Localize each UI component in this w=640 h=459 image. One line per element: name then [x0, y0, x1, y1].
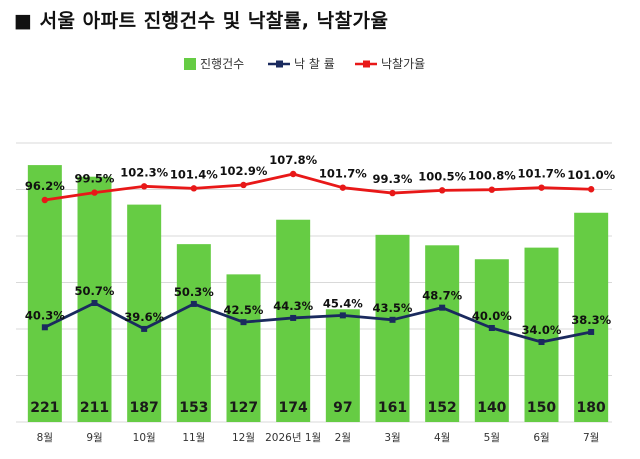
bar-value-label: 97 [333, 400, 352, 416]
bar [524, 247, 559, 422]
gridlines [16, 142, 612, 423]
bar-value-label: 150 [527, 400, 556, 416]
rate-point [439, 304, 446, 311]
rate-point [240, 319, 247, 326]
rate-point [91, 300, 98, 306]
price-point [240, 181, 247, 189]
price-value-label: 100.5% [418, 169, 466, 183]
category-label: 11월 [182, 432, 205, 444]
bar-value-label: 187 [130, 400, 159, 416]
price-point [438, 187, 446, 194]
rate-point [41, 324, 48, 331]
price-value-label: 100.8% [468, 169, 516, 183]
chart-title: ■ 서울 아파트 진행건수 및 낙찰률, 낙찰가율 [14, 10, 389, 32]
rate-line [44, 301, 592, 344]
price-value-label: 99.5% [75, 172, 115, 186]
bar [375, 234, 410, 422]
legend-swatch-bar [184, 58, 196, 70]
price-value-label: 101.4% [170, 167, 218, 181]
bar-value-label: 127 [229, 400, 258, 416]
rate-point [141, 325, 148, 332]
category-label: 5월 [484, 432, 500, 444]
price-point [91, 189, 98, 196]
rate-value-label: 50.7% [75, 284, 115, 298]
rate-point [588, 328, 595, 335]
rate-value-label: 42.5% [224, 303, 264, 317]
bar-value-label: 211 [80, 400, 109, 416]
bar-value-label: 180 [577, 400, 606, 416]
price-value-label: 96.2% [25, 179, 65, 193]
rate-value-label: 38.3% [571, 313, 611, 327]
rate-value-label: 43.5% [373, 301, 413, 315]
price-point [190, 185, 198, 192]
price-value-label: 99.3% [373, 172, 413, 186]
category-label: 7월 [583, 432, 599, 444]
rate-point [339, 312, 346, 319]
bar-value-label: 221 [30, 400, 59, 416]
price-point [339, 184, 347, 191]
category-label: 10월 [133, 432, 156, 444]
rate-point [538, 339, 545, 345]
category-label: 3월 [384, 432, 400, 444]
bar-value-label: 140 [477, 400, 506, 416]
bar-value-label: 174 [279, 400, 308, 416]
bar [425, 245, 460, 422]
bar-value-label: 152 [428, 400, 457, 416]
bar [574, 212, 609, 422]
bar [127, 204, 162, 422]
category-label: 9월 [86, 432, 102, 444]
price-value-label: 102.3% [120, 165, 168, 179]
rate-value-label: 34.0% [522, 323, 562, 337]
category-label: 6월 [533, 432, 549, 444]
bar [226, 274, 261, 422]
price-point [289, 170, 297, 178]
legend-swatch-marker [363, 60, 370, 68]
rate-point [190, 300, 197, 307]
bar [176, 244, 211, 422]
rate-value-label: 40.0% [472, 309, 512, 323]
rate-point [389, 316, 396, 323]
rate-value-label: 48.7% [422, 289, 462, 303]
bar-value-label: 153 [179, 400, 208, 416]
line-series [41, 170, 595, 345]
price-point [587, 186, 595, 193]
rate-value-label: 50.3% [174, 285, 214, 299]
bar-value-label: 161 [378, 400, 407, 416]
category-axis: 8월 9월 10월 11월 12월 2026년 1월 2월 3월 4월 5월 6월 7월 [37, 432, 600, 444]
bar [77, 176, 112, 422]
price-point [41, 196, 49, 204]
bar-series [27, 165, 609, 422]
price-point [538, 184, 545, 191]
price-line [44, 172, 592, 202]
price-point [488, 186, 496, 193]
rate-point [488, 324, 495, 331]
category-label: 8월 [37, 432, 53, 444]
rate-value-label: 44.3% [273, 299, 313, 313]
price-value-label: 101.7% [518, 167, 566, 181]
bar [325, 309, 360, 422]
category-label: 4월 [434, 432, 450, 444]
rate-value-label: 40.3% [25, 308, 65, 322]
bar [474, 259, 509, 422]
legend: 진행건수 낙 찰 률 낙찰가율 [184, 56, 425, 71]
bar [27, 165, 62, 422]
category-label: 2월 [335, 432, 351, 444]
legend-label: 낙찰가율 [381, 57, 425, 71]
price-value-label: 101.0% [567, 168, 615, 182]
rate-point [290, 314, 297, 321]
rate-value-label: 45.4% [323, 296, 363, 310]
price-value-label: 102.9% [220, 164, 268, 178]
category-label: 12월 [232, 432, 255, 444]
category-label: 2026년 1월 [265, 432, 321, 444]
price-value-label: 101.7% [319, 167, 367, 181]
legend-swatch-marker [276, 60, 283, 68]
legend-label: 낙 찰 률 [294, 57, 335, 71]
price-value-label: 107.8% [269, 153, 317, 167]
rate-value-label: 39.6% [124, 310, 164, 324]
legend-label: 진행건수 [200, 56, 244, 71]
data-labels: 221 211 187 153 127 174 97 161 152 140 150 180 40.3%… [25, 153, 616, 416]
price-point [389, 189, 396, 197]
price-point [140, 183, 148, 190]
